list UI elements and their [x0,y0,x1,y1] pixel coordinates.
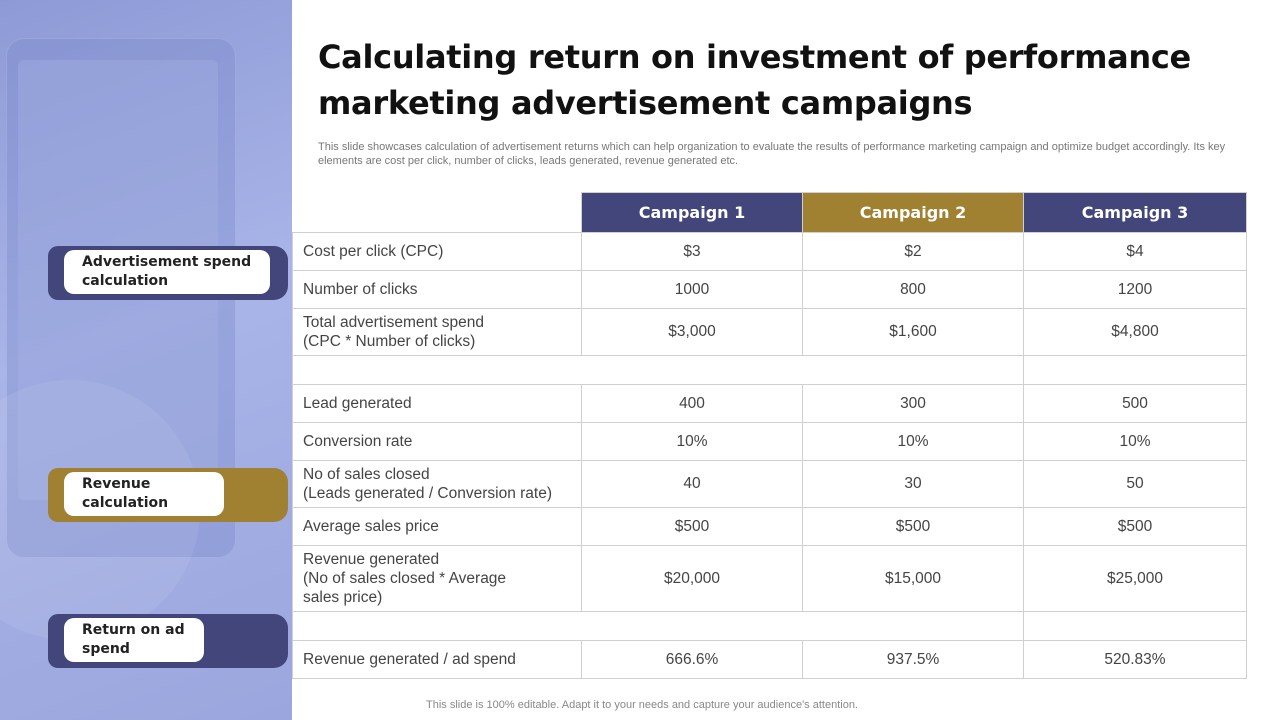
row-label: Revenue generated (No of sales closed * … [292,545,582,612]
page-title: Calculating return on investment of perf… [318,38,1191,122]
cell-campaign-3: 520.83% [1023,640,1247,679]
section-card-roas: Return on ad spend [48,614,288,668]
table-header-row: Campaign 1 Campaign 2 Campaign 3 [292,192,1247,233]
header-campaign-3: Campaign 3 [1023,192,1247,233]
cell-campaign-1: $3,000 [581,308,803,356]
cell-campaign-3: 10% [1023,422,1247,461]
cell-campaign-2: $15,000 [802,545,1024,612]
cell-campaign-1: 1000 [581,270,803,309]
table-row: No of sales closed (Leads generated / Co… [292,460,1247,508]
cell-campaign-1: 40 [581,460,803,508]
cell-campaign-3: $500 [1023,507,1247,546]
section-card-revenue: Revenue calculation [48,468,288,522]
table-row: Number of clicks 1000 800 1200 [292,270,1247,309]
table-row: Revenue generated / ad spend 666.6% 937.5%… [292,640,1247,679]
page-subtitle: This slide showcases calculation of adve… [318,141,1226,167]
table-row: Conversion rate 10% 10% 10% [292,422,1247,461]
row-label: Average sales price [292,507,582,546]
section-card-ad-spend: Advertisement spend calculation [48,246,288,300]
cell-campaign-1: 666.6% [581,640,803,679]
cell-campaign-2: 937.5% [802,640,1024,679]
table-row: Lead generated 400 300 500 [292,384,1247,423]
header-campaign-1: Campaign 1 [581,192,803,233]
table-row: Cost per click (CPC) $3 $2 $4 [292,232,1247,271]
spacer-row [292,355,1247,385]
cell-campaign-3: $4 [1023,232,1247,271]
table-row: Total advertisement spend (CPC * Number … [292,308,1247,356]
cell-campaign-1: 400 [581,384,803,423]
cell-campaign-2: 10% [802,422,1024,461]
table-row: Average sales price $500 $500 $500 [292,507,1247,546]
row-label: Revenue generated / ad spend [292,640,582,679]
roi-table: Campaign 1 Campaign 2 Campaign 3 Cost pe… [292,192,1247,679]
cell-campaign-3: 500 [1023,384,1247,423]
row-label: Lead generated [292,384,582,423]
row-label: Number of clicks [292,270,582,309]
section-label: Advertisement spend calculation [64,250,270,294]
spacer-row [292,611,1247,641]
section-label: Revenue calculation [64,472,224,516]
row-label: Cost per click (CPC) [292,232,582,271]
cell-campaign-2: 30 [802,460,1024,508]
cell-campaign-2: $1,600 [802,308,1024,356]
cell-campaign-2: $2 [802,232,1024,271]
header-campaign-2: Campaign 2 [802,192,1024,233]
cell-campaign-3: $4,800 [1023,308,1247,356]
section-label: Return on ad spend [64,618,204,662]
table-row: Revenue generated (No of sales closed * … [292,545,1247,612]
cell-campaign-2: $500 [802,507,1024,546]
cell-campaign-2: 800 [802,270,1024,309]
cell-campaign-1: 10% [581,422,803,461]
cell-campaign-3: $25,000 [1023,545,1247,612]
background-photo-panel [0,0,292,720]
row-label: Conversion rate [292,422,582,461]
footer-note: This slide is 100% editable. Adapt it to… [426,699,858,711]
cell-campaign-1: $3 [581,232,803,271]
row-label: Total advertisement spend (CPC * Number … [292,308,582,356]
row-label: No of sales closed (Leads generated / Co… [292,460,582,508]
cell-campaign-2: 300 [802,384,1024,423]
cell-campaign-1: $20,000 [581,545,803,612]
cell-campaign-3: 1200 [1023,270,1247,309]
cell-campaign-1: $500 [581,507,803,546]
cell-campaign-3: 50 [1023,460,1247,508]
